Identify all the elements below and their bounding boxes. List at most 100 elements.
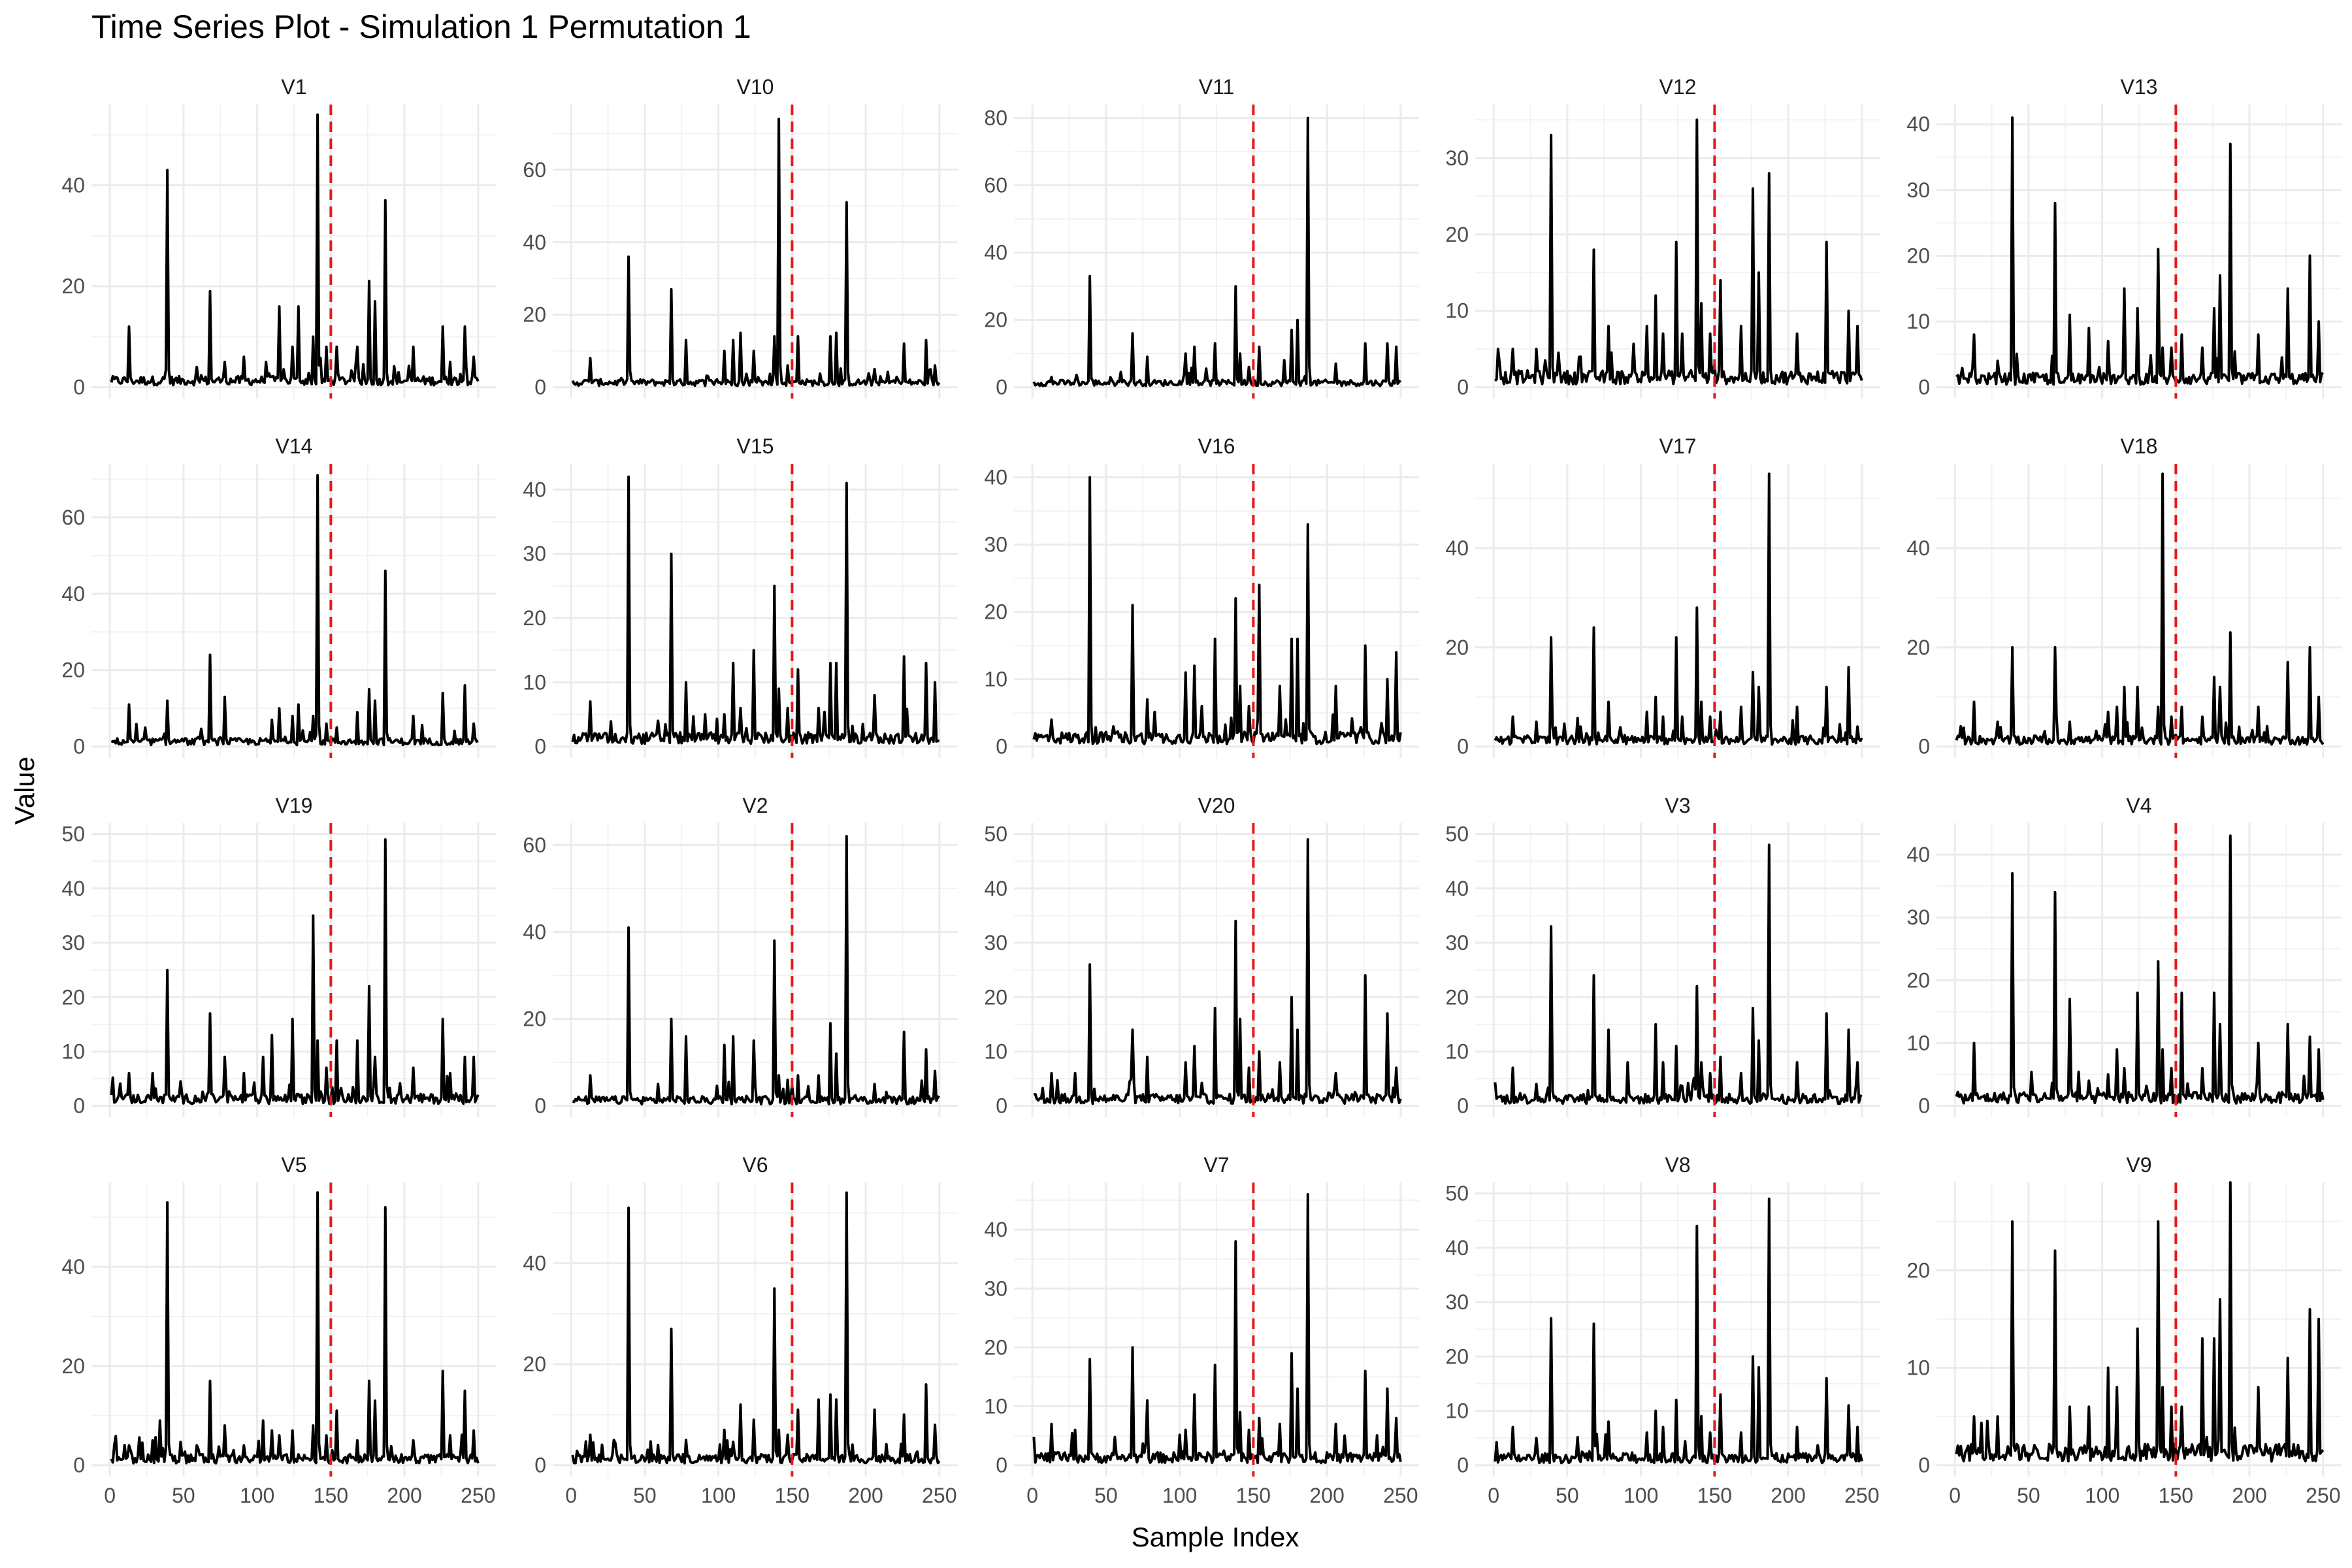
facet-strip-label: V8 [1665,1153,1690,1177]
y-tick-label: 20 [61,1354,85,1378]
y-tick-label: 0 [73,1094,85,1118]
facet-panel-v12: V12 0 10 20 30 [1445,75,1880,399]
facet-strip-label: V19 [276,794,313,817]
facet-panel-v11: V11 0 20 40 60 80 [984,75,1419,399]
facet-strip-label: V12 [1659,75,1697,99]
y-tick-label: 10 [1906,310,1930,333]
y-tick-label: 40 [523,1252,546,1275]
y-tick-label: 20 [984,308,1007,332]
y-tick-label: 40 [1906,536,1930,560]
y-tick-label: 50 [1445,823,1469,846]
y-tick-label: 20 [984,1335,1007,1359]
y-tick-label: 40 [984,1218,1007,1241]
facet-panel-v5: V5 0 20 40 0 50 100 150 200 250 [61,1153,497,1507]
x-tick-label: 150 [1697,1484,1732,1507]
facet-strip-label: V18 [2121,434,2158,458]
y-tick-label: 0 [1918,735,1930,759]
y-tick-label: 10 [984,1039,1007,1063]
facet-panel-v14: V14 0 20 40 60 [61,434,497,759]
y-tick-label: 0 [1457,735,1469,759]
facet-panel-v1: V1 0 20 40 [61,75,497,399]
facet-strip-label: V11 [1199,75,1235,99]
x-tick-label: 50 [633,1484,657,1507]
y-tick-label: 20 [523,1352,546,1376]
facet-panel-v17: V17 0 20 40 [1445,434,1880,759]
y-tick-label: 10 [984,668,1007,691]
y-axis-title: Value [9,757,40,825]
y-tick-label: 40 [1445,536,1469,560]
y-tick-label: 40 [1445,1236,1469,1260]
y-tick-label: 0 [996,376,1007,399]
y-tick-label: 40 [61,877,85,900]
series-line-v1 [110,113,480,387]
x-tick-label: 150 [2159,1484,2193,1507]
series-line-v12 [1494,118,1863,385]
x-tick-label: 150 [1236,1484,1271,1507]
facet-strip-label: V9 [2126,1153,2151,1177]
y-tick-label: 0 [73,735,85,759]
series-line-v2 [572,835,940,1105]
series-line-v9 [1955,1181,2325,1463]
y-tick-label: 10 [1445,1039,1469,1063]
y-tick-label: 20 [523,303,546,327]
x-tick-label: 150 [314,1484,348,1507]
facet-strip-label: V14 [276,434,313,458]
y-tick-label: 0 [534,1454,546,1477]
series-line-v8 [1494,1198,1863,1465]
y-tick-label: 40 [523,920,546,943]
y-tick-label: 0 [73,376,85,399]
series-line-v14 [110,474,479,747]
y-tick-label: 30 [1906,178,1930,202]
facet-panel-v18: V18 0 20 40 [1906,434,2342,759]
y-tick-label: 0 [1918,1454,1930,1477]
x-tick-label: 100 [1162,1484,1197,1507]
y-tick-label: 40 [984,877,1007,900]
x-axis-title: Sample Index [1132,1522,1299,1552]
facet-strip-label: V13 [2121,75,2158,99]
series-line-v5 [110,1191,480,1465]
y-tick-label: 20 [1906,636,1930,659]
x-tick-label: 100 [1624,1484,1658,1507]
x-tick-label: 50 [2017,1484,2040,1507]
y-tick-label: 80 [984,106,1007,130]
y-tick-label: 60 [984,174,1007,197]
facet-panel-v6: V6 0 20 40 0 50 100 150 200 250 [523,1153,958,1507]
series-line-v10 [571,118,941,387]
facet-strip-label: V4 [2126,794,2151,817]
facet-strip-label: V17 [1659,434,1697,458]
x-tick-label: 250 [461,1484,495,1507]
series-line-v18 [1955,472,2325,746]
y-tick-label: 40 [523,478,546,501]
y-tick-label: 20 [61,659,85,682]
y-tick-label: 30 [984,533,1007,557]
y-tick-label: 10 [984,1395,1007,1418]
series-line-v16 [1032,476,1402,745]
facet-strip-label: V5 [281,1153,306,1177]
facet-panel-v19: V19 0 10 20 30 40 50 [61,794,497,1118]
y-tick-label: 40 [1445,877,1469,900]
y-tick-label: 20 [1445,985,1469,1009]
series-line-v6 [571,1191,941,1465]
facet-panel-v2: V2 0 20 40 60 [523,794,958,1118]
y-tick-label: 20 [523,1007,546,1031]
y-tick-label: 40 [61,174,85,197]
y-tick-label: 50 [61,823,85,846]
y-tick-label: 60 [61,506,85,529]
facet-strip-label: V1 [281,75,306,99]
x-tick-label: 150 [775,1484,809,1507]
x-tick-label: 100 [240,1484,274,1507]
y-tick-label: 0 [1918,1094,1930,1118]
y-tick-label: 0 [996,1094,1007,1118]
y-tick-label: 20 [984,985,1007,1009]
y-tick-label: 0 [996,1454,1007,1477]
facet-strip-label: V10 [737,75,774,99]
x-tick-label: 0 [1026,1484,1038,1507]
y-tick-label: 40 [523,231,546,254]
x-tick-label: 0 [565,1484,577,1507]
facet-panels: V102040V100204060V11020406080V120102030V… [61,75,2342,1507]
facet-strip-label: V20 [1198,794,1235,817]
y-tick-label: 0 [1457,1094,1469,1118]
facet-strip-label: V15 [737,434,774,458]
y-tick-label: 20 [1906,1258,1930,1282]
